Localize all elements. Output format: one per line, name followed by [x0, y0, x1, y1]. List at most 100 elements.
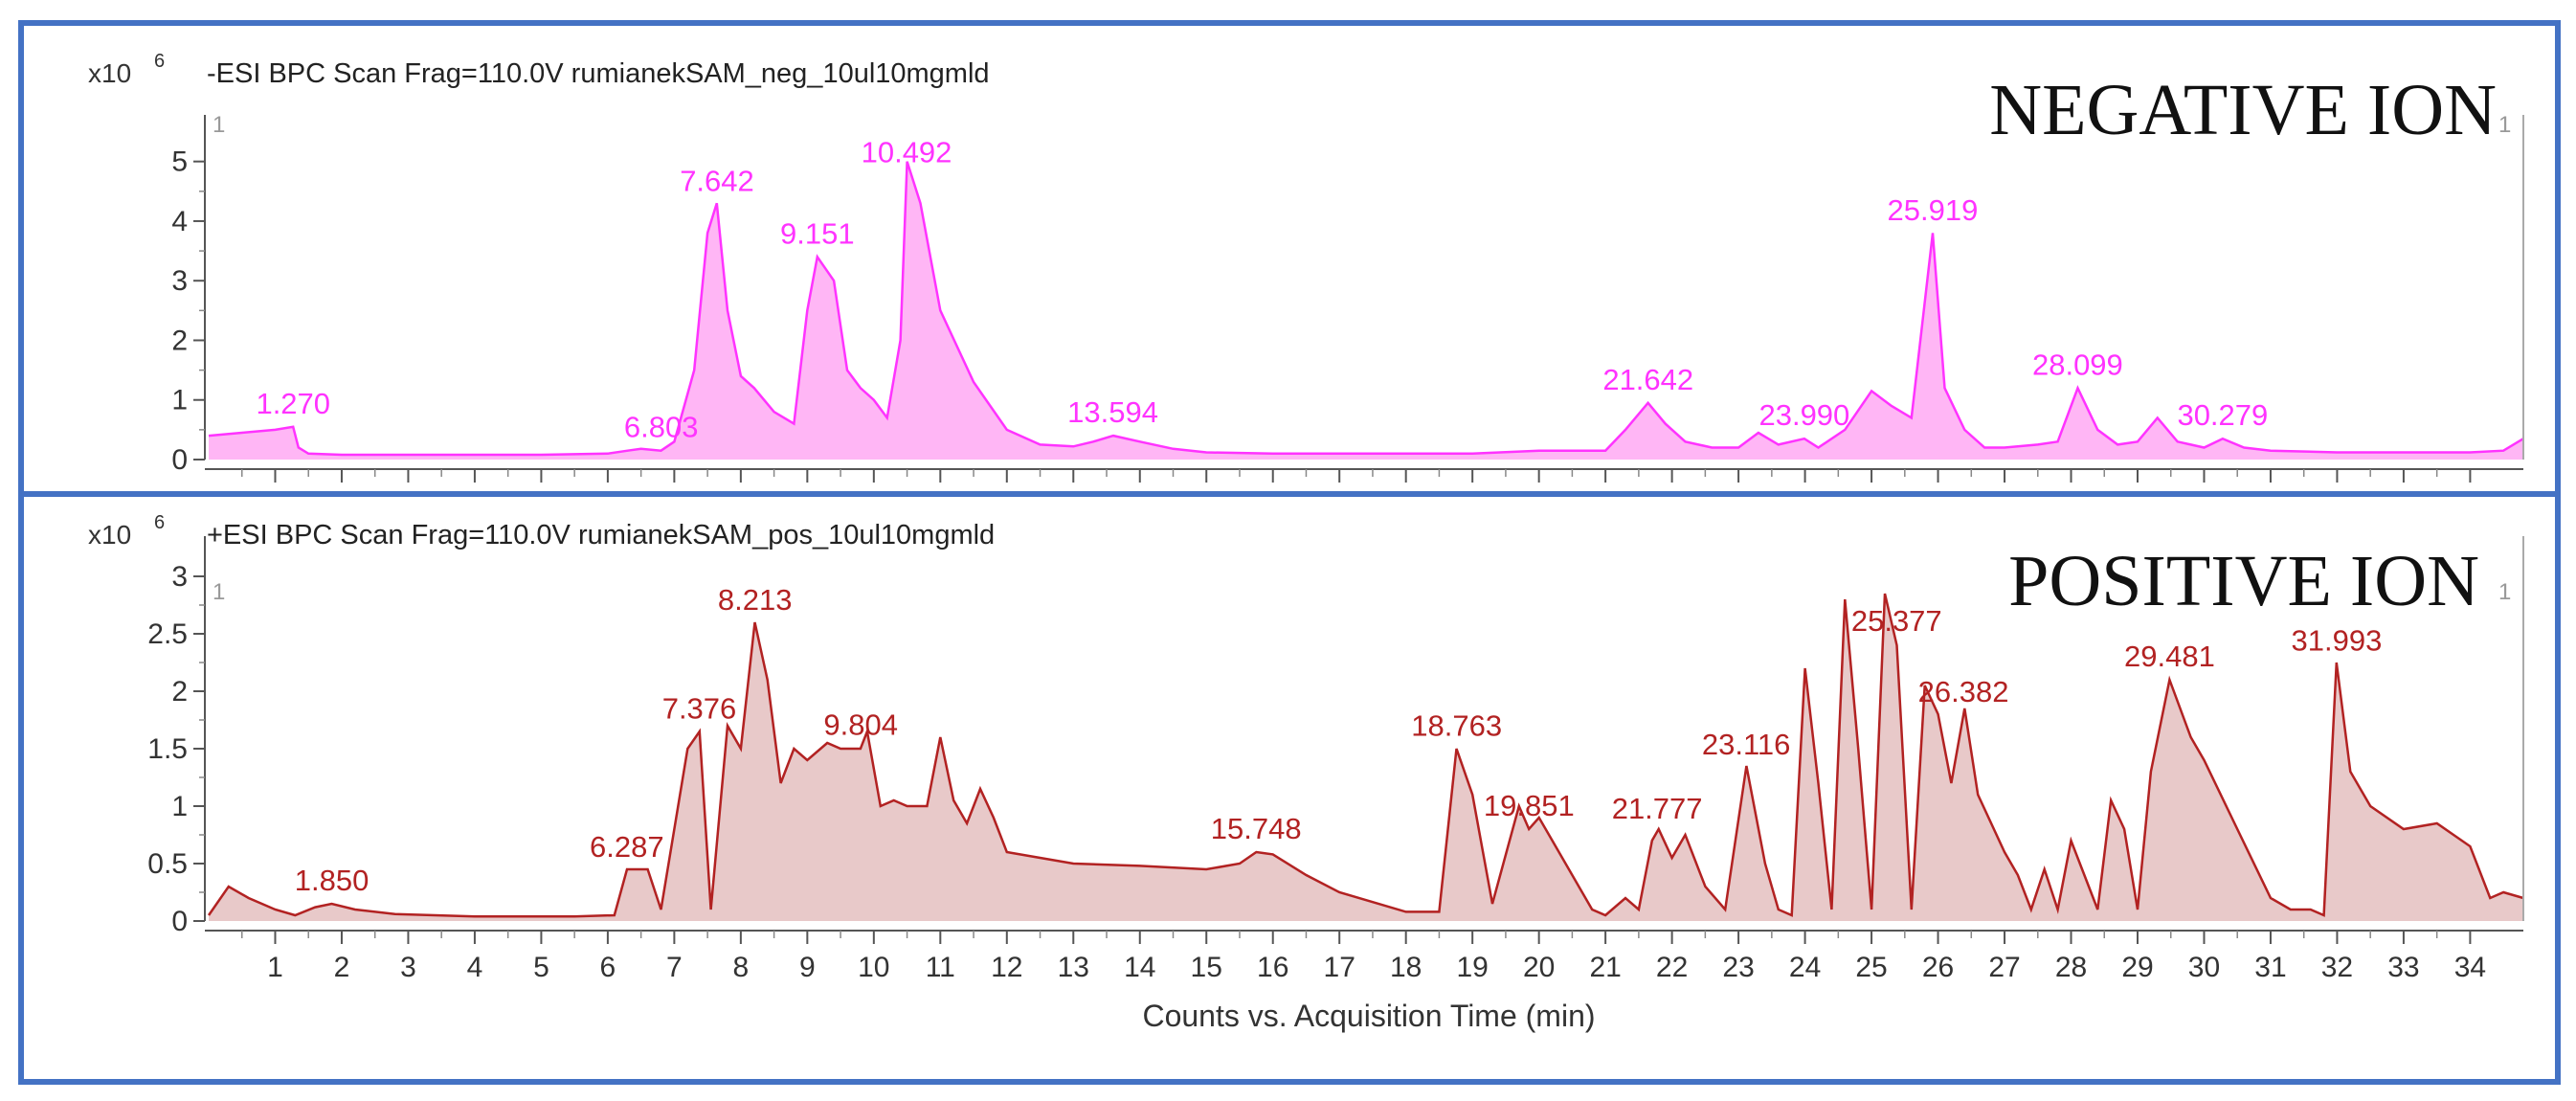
positive-area-fill	[209, 594, 2523, 921]
positive-x-tick-label: 18	[1390, 952, 1422, 983]
negative-peak-label: 28.099	[2032, 348, 2123, 381]
negative-area-fill	[209, 161, 2523, 460]
positive-peak-label: 18.763	[1411, 709, 1502, 743]
positive-chart-title: +ESI BPC Scan Frag=110.0V rumianekSAM_po…	[207, 520, 995, 550]
negative-y-tick-label: 3	[171, 265, 188, 297]
x-axis-label: Counts vs. Acquisition Time (min)	[1142, 999, 1595, 1033]
positive-x-tick-label: 17	[1324, 952, 1355, 983]
positive-x-tick-label: 15	[1191, 952, 1222, 983]
positive-y-tick-label: 2	[171, 676, 188, 708]
negative-peak-label: 21.642	[1602, 363, 1693, 396]
negative-chart-title: -ESI BPC Scan Frag=110.0V rumianekSAM_ne…	[207, 58, 990, 89]
positive-peak-label: 7.376	[662, 691, 737, 725]
negative-peak-label: 6.803	[624, 411, 699, 444]
positive-x-tick-label: 31	[2254, 952, 2286, 983]
positive-x-tick-label: 8	[733, 952, 750, 983]
negative-y-multiplier: x10	[88, 58, 131, 88]
positive-peak-label: 6.287	[590, 830, 664, 864]
negative-ion-chart: x10 6 -ESI BPC Scan Frag=110.0V rumianek…	[88, 51, 2524, 483]
positive-x-tick-label: 30	[2188, 952, 2220, 983]
positive-peak-label: 15.748	[1211, 812, 1302, 845]
positive-y-axis: 0 0.5 1 1.5 2 2.5 3	[147, 536, 206, 937]
positive-y-tick-label: 0.5	[147, 848, 188, 880]
negative-y-tick-label: 2	[171, 325, 188, 356]
negative-y-tick-label: 1	[171, 385, 188, 416]
negative-peak-label: 7.642	[680, 165, 754, 198]
negative-peak-labels: 1.270 6.803 7.642 9.151 10.492 13.594 21.642 23…	[256, 136, 2268, 444]
positive-peak-label: 26.382	[1918, 675, 2009, 708]
positive-marker-left: 1	[213, 579, 225, 605]
positive-x-tick-label: 21	[1589, 952, 1621, 983]
positive-y-tick-label: 0	[171, 906, 188, 937]
negative-x-axis	[205, 468, 2523, 483]
positive-x-tick-label: 16	[1257, 952, 1288, 983]
negative-y-axis: 0 1 2 3 4 5	[171, 115, 206, 476]
positive-y-tick-label: 3	[171, 561, 188, 593]
positive-ion-annotation: POSITIVE ION	[2008, 541, 2479, 621]
positive-x-tick-label: 7	[666, 952, 683, 983]
negative-peak-label: 30.279	[2177, 398, 2268, 432]
positive-x-tick-label: 6	[600, 952, 616, 983]
positive-y-tick-label: 1	[171, 791, 188, 822]
negative-ion-annotation: NEGATIVE ION	[1989, 70, 2497, 150]
positive-marker-right: 1	[2498, 579, 2511, 605]
positive-x-tick-label: 19	[1456, 952, 1488, 983]
negative-peak-label: 23.990	[1758, 398, 1849, 432]
positive-x-tick-label: 34	[2454, 952, 2486, 983]
positive-x-tick-label: 2	[334, 952, 350, 983]
positive-x-tick-label: 33	[2387, 952, 2419, 983]
negative-peak-label: 10.492	[862, 136, 952, 169]
positive-peak-label: 1.850	[295, 864, 370, 897]
positive-x-tick-label: 32	[2321, 952, 2353, 983]
positive-x-tick-label: 23	[1722, 952, 1754, 983]
positive-x-tick-label: 26	[1922, 952, 1954, 983]
positive-x-tick-label: 22	[1656, 952, 1688, 983]
positive-peak-labels: 1.850 6.287 7.376 8.213 9.804 15.748 18.763 19.…	[295, 583, 2383, 897]
positive-y-exponent: 6	[154, 512, 165, 533]
negative-y-tick-label: 5	[171, 146, 188, 178]
positive-ion-chart: x10 6 +ESI BPC Scan Frag=110.0V rumianek…	[88, 512, 2524, 1033]
positive-x-tick-label: 1	[267, 952, 283, 983]
negative-trace-line	[208, 161, 2524, 457]
positive-x-tick-label: 28	[2055, 952, 2087, 983]
positive-y-tick-label: 2.5	[147, 618, 188, 650]
positive-peak-label: 21.777	[1612, 792, 1703, 825]
positive-peak-label: 29.481	[2124, 640, 2215, 673]
negative-y-tick-label: 0	[171, 444, 188, 476]
positive-x-tick-label: 4	[467, 952, 483, 983]
negative-peak-label: 13.594	[1067, 395, 1158, 429]
positive-panel-frame	[18, 491, 2561, 1085]
positive-x-tick-label: 12	[991, 952, 1022, 983]
positive-x-tick-label: 11	[926, 952, 955, 983]
positive-x-tick-label: 9	[799, 952, 816, 983]
positive-peak-label: 31.993	[2292, 624, 2383, 658]
positive-y-multiplier: x10	[88, 520, 131, 550]
positive-x-tick-label: 27	[1988, 952, 2020, 983]
positive-peak-label: 8.213	[718, 583, 793, 617]
negative-plot-area	[208, 115, 2524, 460]
negative-peak-label: 25.919	[1888, 193, 1979, 227]
negative-peak-label: 9.151	[780, 216, 855, 250]
positive-x-tick-label: 10	[858, 952, 889, 983]
positive-trace-line	[207, 593, 2524, 918]
positive-x-tick-label: 3	[400, 952, 416, 983]
negative-marker-left: 1	[213, 112, 225, 138]
positive-x-tick-label: 14	[1124, 952, 1155, 983]
negative-marker-right: 1	[2498, 112, 2511, 138]
negative-peak-label: 1.270	[256, 387, 330, 420]
positive-peak-label: 9.804	[823, 708, 898, 741]
positive-x-tick-label: 20	[1523, 952, 1555, 983]
negative-y-tick-label: 4	[171, 206, 188, 237]
positive-x-tick-label: 5	[533, 952, 549, 983]
positive-plot-area	[207, 536, 2524, 921]
positive-x-tick-label: 13	[1058, 952, 1089, 983]
positive-peak-label: 23.116	[1702, 728, 1791, 761]
positive-x-tick-label: 25	[1855, 952, 1887, 983]
negative-y-exponent: 6	[154, 51, 165, 72]
positive-x-tick-label: 29	[2121, 952, 2153, 983]
positive-x-tick-label: 24	[1789, 952, 1821, 983]
positive-x-axis: 1 2 3 4 5 6 7 8 9 10 11 12 13 14 15 16 17 18 19 20 21 22 23 24 2…	[205, 930, 2523, 983]
positive-y-tick-label: 1.5	[147, 733, 188, 765]
positive-peak-label: 25.377	[1851, 604, 1942, 638]
